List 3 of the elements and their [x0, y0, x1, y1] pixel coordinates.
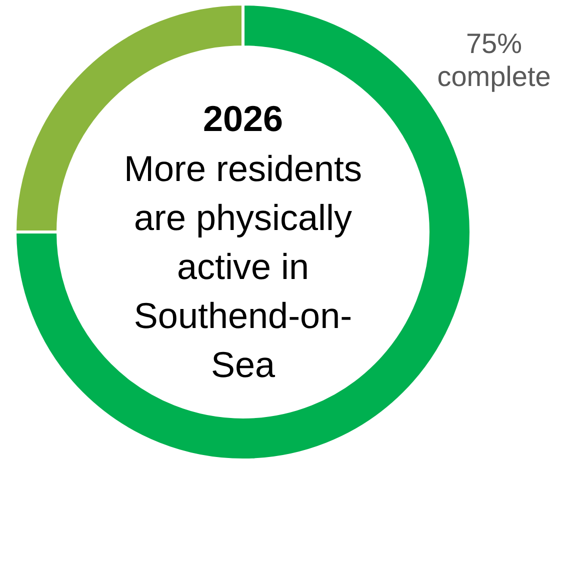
- text: 2026: [202, 98, 284, 139]
- text: More residents are physically active in Southend-on-Sea: [124, 148, 362, 385]
- text: 75% complete: [437, 28, 551, 92]
